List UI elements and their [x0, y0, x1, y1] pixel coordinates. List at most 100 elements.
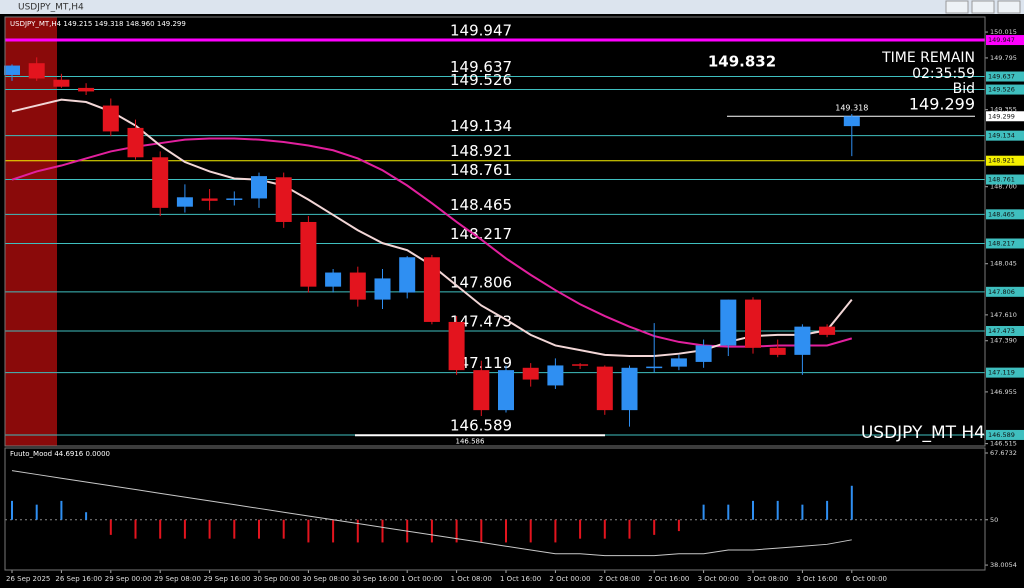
- y-tick-label: 50: [990, 516, 998, 524]
- oscillator-bar: [332, 519, 335, 543]
- oscillator-bar: [801, 504, 804, 520]
- level-price-box: [986, 130, 1024, 141]
- level-price-box: [986, 209, 1024, 220]
- x-tick-label: 29 Sep 00:00: [105, 575, 152, 583]
- plot-area: 150.015 149.795 149.355 148.700 148.045 147.6…: [4, 22, 1024, 583]
- oscillator-bar: [677, 519, 680, 532]
- candle-body: [300, 221, 317, 287]
- level-price-box: [986, 84, 1024, 95]
- level-price-label: 148.217: [988, 239, 1015, 247]
- level-price-box: [986, 174, 1024, 185]
- oscillator-bar: [727, 504, 730, 520]
- level-label: 147.806: [450, 273, 512, 291]
- oscillator-bar: [233, 519, 236, 539]
- candle-body: [28, 63, 45, 79]
- y-tick-label: 146.955: [990, 388, 1017, 396]
- x-tick-label: 30 Sep 16:00: [352, 575, 399, 583]
- level-label: 147.473: [450, 312, 512, 330]
- candle-body: [53, 79, 70, 87]
- x-tick-label: 1 Oct 08:00: [451, 575, 492, 583]
- level-price-label: 149.637: [988, 73, 1015, 81]
- x-tick-label: 1 Oct 16:00: [500, 575, 541, 583]
- bid-price-label: 149.299: [988, 112, 1015, 120]
- oscillator-bar: [11, 500, 13, 520]
- candle-body: [547, 365, 564, 386]
- candle-body: [423, 257, 440, 322]
- title-bar: [0, 0, 1024, 14]
- oscillator-bar: [85, 512, 88, 520]
- level-price-box: [986, 238, 1024, 249]
- close-button[interactable]: [997, 0, 1021, 14]
- y-tick-label: 150.015: [990, 28, 1017, 36]
- y-tick-label: 147.610: [990, 311, 1017, 319]
- oscillator-bar: [653, 519, 656, 535]
- candle-body: [522, 367, 539, 380]
- y-tick-label: 148.045: [990, 260, 1017, 268]
- time-remain-label: TIME REMAIN: [881, 50, 975, 66]
- candle-body: [819, 326, 836, 335]
- candle-body: [843, 116, 860, 127]
- candle-body: [745, 299, 761, 348]
- oscillator-bar: [258, 519, 260, 539]
- x-tick-label: 30 Sep 08:00: [302, 575, 349, 583]
- level-price-label: 147.806: [988, 288, 1015, 296]
- candle-body: [720, 299, 737, 346]
- candle-body: [596, 366, 613, 411]
- level-label: 149.134: [450, 117, 512, 135]
- level-price-label: 147.473: [988, 327, 1015, 335]
- candle-body: [769, 347, 786, 355]
- level-price-label: 147.119: [988, 369, 1015, 377]
- oscillator-bar: [776, 500, 779, 520]
- time-remain-value: 02:35:59: [912, 66, 975, 82]
- oscillator-bar: [430, 519, 433, 543]
- oscillator-bar: [455, 519, 458, 543]
- candle-body: [251, 176, 267, 199]
- indicator-frame: [4, 447, 986, 571]
- candle-body: [275, 177, 292, 222]
- oscillator-bar: [529, 519, 532, 543]
- bid-value: 149.299: [909, 95, 975, 114]
- bid-label: Bid: [953, 81, 975, 97]
- minimize-button[interactable]: [945, 0, 969, 14]
- oscillator-bar: [850, 485, 853, 520]
- candle-body: [78, 87, 95, 92]
- level-label: 148.921: [450, 142, 512, 160]
- candle-body: [374, 278, 391, 300]
- level-price-label: 148.921: [988, 157, 1015, 165]
- x-tick-label: 6 Oct 00:00: [846, 575, 887, 583]
- candle-body: [176, 197, 193, 207]
- moving-average: [11, 137, 853, 348]
- x-tick-label: 29 Sep 16:00: [204, 575, 251, 583]
- level-price-box: [986, 325, 1024, 336]
- level-price-label: 149.134: [988, 132, 1015, 140]
- level-price-box: [986, 286, 1024, 297]
- oscillator-bar: [480, 519, 483, 543]
- oscillator-bar: [356, 519, 359, 543]
- bid-price-box: [986, 111, 1024, 122]
- y-tick-label: 148.700: [990, 183, 1017, 191]
- candle-body: [621, 367, 638, 411]
- y-tick-label: 149.355: [990, 106, 1017, 114]
- x-tick-label: 2 Oct 00:00: [549, 575, 590, 583]
- candle-body: [473, 370, 490, 411]
- candle-body: [127, 127, 144, 158]
- level-price-box: [986, 155, 1024, 166]
- candle-body: [226, 198, 243, 200]
- level-label: 149.637: [450, 58, 512, 76]
- candle-body: [4, 65, 20, 75]
- window-title: USDJPY_MT,H4: [18, 3, 84, 13]
- chart-header: USDJPY_MT,H4 149.215 149.318 148.960 149…: [10, 20, 186, 28]
- maximize-button[interactable]: [971, 0, 995, 14]
- level-label: 148.465: [450, 196, 512, 214]
- level-price-box: [986, 367, 1024, 378]
- level-price-box: [986, 429, 1024, 440]
- level-label: 148.761: [450, 161, 512, 179]
- candle-body: [399, 257, 416, 293]
- level-price-label: 146.589: [988, 431, 1015, 439]
- level-price-label: 149.947: [988, 36, 1015, 44]
- level-price-label: 148.465: [988, 210, 1015, 218]
- x-tick-label: 29 Sep 08:00: [154, 575, 201, 583]
